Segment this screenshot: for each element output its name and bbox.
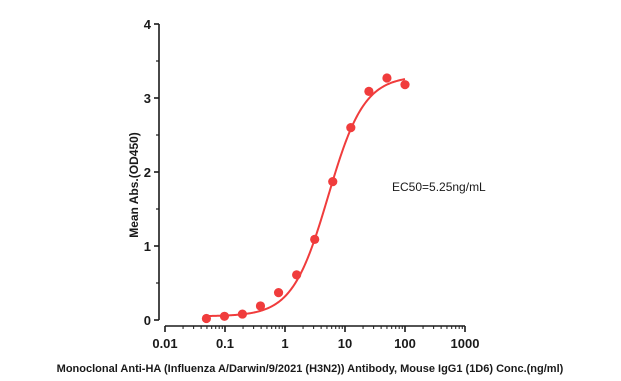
data-point	[364, 86, 374, 96]
data-point	[201, 313, 212, 324]
data-point	[292, 270, 302, 280]
data-point	[400, 80, 410, 90]
y-tick-label: 3	[144, 91, 151, 106]
x-tick-label: 100	[394, 336, 416, 351]
x-tick-label: 0.01	[152, 336, 177, 351]
data-point	[346, 123, 356, 133]
fit-curve	[206, 78, 406, 318]
x-tick-label: 0.1	[216, 336, 234, 351]
x-tick-label: 10	[338, 336, 352, 351]
y-axis-title: Mean Abs.(OD450)	[127, 132, 141, 238]
x-axis-title: Monoclonal Anti-HA (Influenza A/Darwin/9…	[57, 363, 564, 375]
x-tick-label: 1000	[451, 336, 480, 351]
y-tick-label: 2	[144, 165, 151, 180]
data-point	[219, 311, 230, 321]
data-point	[255, 301, 266, 311]
x-ticks: 0.01 0.1 1 10 100 1000	[152, 326, 479, 351]
y-tick-label: 4	[144, 17, 152, 32]
data-point	[382, 73, 392, 83]
data-point	[328, 177, 338, 187]
data-point	[310, 234, 320, 244]
data-point	[237, 309, 248, 319]
y-tick-label: 1	[144, 239, 151, 254]
data-points	[201, 73, 410, 324]
ec50-annotation: EC50=5.25ng/mL	[392, 180, 486, 194]
axes	[158, 24, 465, 327]
x-tick-label: 1	[281, 336, 288, 351]
data-point	[273, 288, 284, 298]
y-ticks: 0 1 2 3 4	[144, 17, 159, 328]
y-tick-label: 0	[144, 313, 151, 328]
